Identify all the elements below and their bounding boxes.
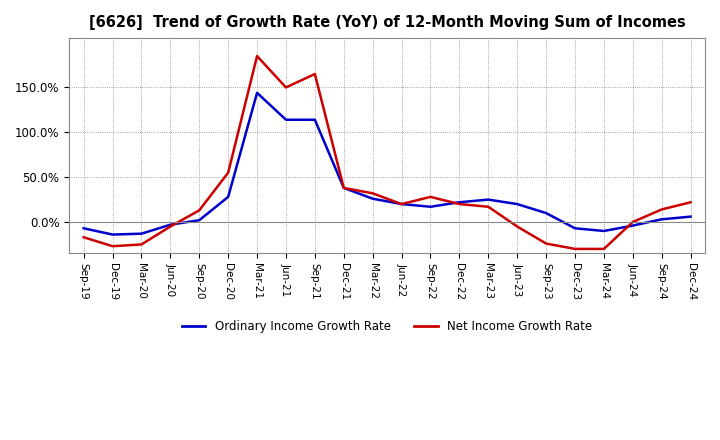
Line: Net Income Growth Rate: Net Income Growth Rate (84, 56, 690, 249)
Ordinary Income Growth Rate (426, 204, 435, 209)
Ordinary Income Growth Rate (137, 231, 145, 236)
Net Income Growth Rate (339, 185, 348, 191)
Net Income Growth Rate (629, 220, 637, 225)
Legend: Ordinary Income Growth Rate, Net Income Growth Rate: Ordinary Income Growth Rate, Net Income … (177, 315, 598, 338)
Ordinary Income Growth Rate (310, 117, 319, 122)
Net Income Growth Rate (108, 244, 117, 249)
Ordinary Income Growth Rate (513, 202, 521, 207)
Ordinary Income Growth Rate (600, 228, 608, 234)
Ordinary Income Growth Rate (282, 117, 290, 122)
Net Income Growth Rate (541, 241, 550, 246)
Ordinary Income Growth Rate (224, 194, 233, 199)
Line: Ordinary Income Growth Rate: Ordinary Income Growth Rate (84, 93, 690, 235)
Net Income Growth Rate (397, 202, 406, 207)
Ordinary Income Growth Rate (253, 90, 261, 95)
Net Income Growth Rate (686, 200, 695, 205)
Ordinary Income Growth Rate (397, 202, 406, 207)
Ordinary Income Growth Rate (79, 226, 88, 231)
Net Income Growth Rate (166, 224, 175, 229)
Ordinary Income Growth Rate (657, 216, 666, 222)
Net Income Growth Rate (137, 242, 145, 247)
Ordinary Income Growth Rate (571, 226, 580, 231)
Net Income Growth Rate (484, 204, 492, 209)
Ordinary Income Growth Rate (369, 196, 377, 202)
Net Income Growth Rate (369, 191, 377, 196)
Net Income Growth Rate (600, 246, 608, 252)
Ordinary Income Growth Rate (686, 214, 695, 219)
Net Income Growth Rate (310, 71, 319, 77)
Net Income Growth Rate (195, 208, 204, 213)
Net Income Growth Rate (224, 170, 233, 175)
Net Income Growth Rate (282, 85, 290, 90)
Ordinary Income Growth Rate (484, 197, 492, 202)
Net Income Growth Rate (455, 202, 464, 207)
Ordinary Income Growth Rate (629, 223, 637, 228)
Ordinary Income Growth Rate (108, 232, 117, 237)
Ordinary Income Growth Rate (195, 217, 204, 223)
Net Income Growth Rate (513, 224, 521, 229)
Title: [6626]  Trend of Growth Rate (YoY) of 12-Month Moving Sum of Incomes: [6626] Trend of Growth Rate (YoY) of 12-… (89, 15, 685, 30)
Net Income Growth Rate (426, 194, 435, 199)
Ordinary Income Growth Rate (541, 210, 550, 216)
Net Income Growth Rate (657, 207, 666, 212)
Net Income Growth Rate (253, 53, 261, 59)
Ordinary Income Growth Rate (455, 200, 464, 205)
Net Income Growth Rate (571, 246, 580, 252)
Ordinary Income Growth Rate (166, 222, 175, 227)
Ordinary Income Growth Rate (339, 185, 348, 191)
Net Income Growth Rate (79, 235, 88, 240)
